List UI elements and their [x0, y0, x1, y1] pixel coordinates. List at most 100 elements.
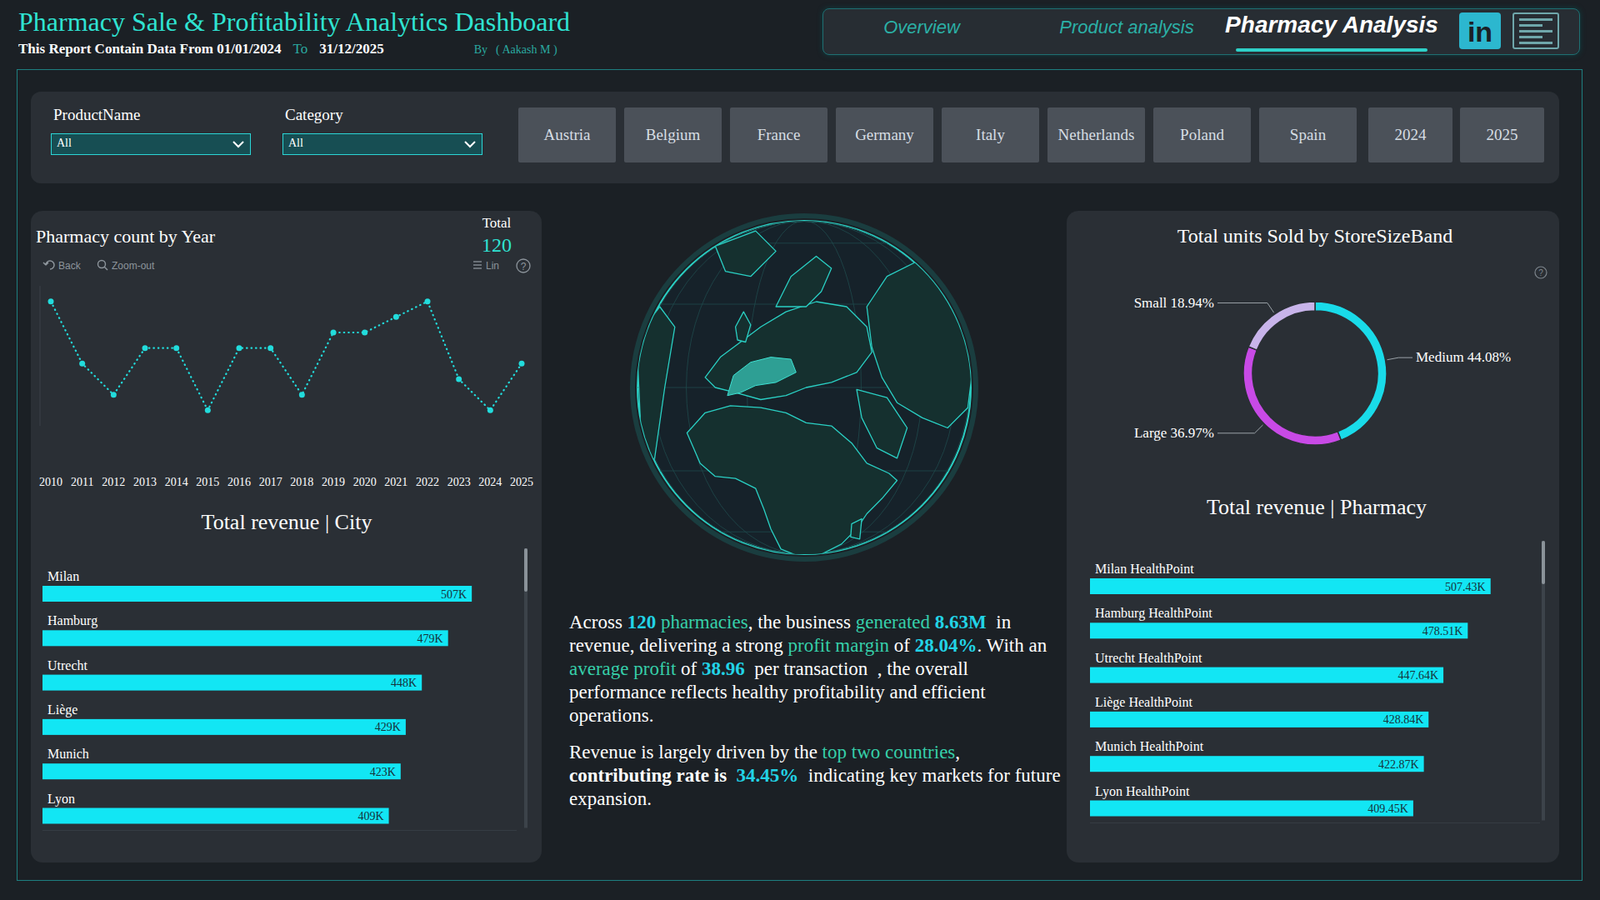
toggle-icon: [473, 264, 482, 265]
data-label: 507.43K: [1445, 580, 1486, 594]
land: [735, 311, 751, 342]
slice-value: 44.08%: [1467, 349, 1511, 365]
land: [636, 306, 675, 469]
help-icon: [516, 259, 530, 273]
land: [715, 230, 776, 277]
filter-button[interactable]: Spain: [1259, 107, 1357, 163]
dropdown[interactable]: All: [282, 133, 483, 155]
tick-label: 2018: [290, 475, 314, 489]
filter-button[interactable]: 2025: [1460, 107, 1545, 163]
zoom-icon: [104, 266, 108, 270]
summary-text: Across: [569, 611, 628, 633]
filter-button[interactable]: Belgium: [624, 107, 722, 163]
control: Back: [58, 260, 82, 272]
filter-button[interactable]: Poland: [1153, 107, 1251, 163]
summary-text: generated: [855, 611, 930, 633]
filter-button[interactable]: Italy: [941, 107, 1040, 163]
category-label: Hamburg: [47, 613, 98, 629]
chart-title: Total units Sold by StoreSizeBand: [1177, 225, 1453, 247]
category-label: Lyon HealthPoint: [1095, 784, 1190, 800]
date-to: 31/12/2025: [319, 40, 384, 58]
bar: [1090, 711, 1429, 728]
tick-label: 2020: [353, 475, 377, 489]
tick-label: 2019: [321, 475, 345, 489]
summary-text: pharmacies: [655, 611, 748, 633]
filter-button[interactable]: France: [730, 107, 828, 163]
dropdown[interactable]: All: [50, 133, 251, 155]
data-label: 478.51K: [1422, 625, 1464, 638]
tick-label: 2025: [510, 475, 534, 489]
data-label: Medium 44.08%: [1415, 349, 1511, 365]
author: ( Aakash M ): [495, 43, 558, 57]
point: [142, 345, 149, 351]
point: [236, 345, 243, 351]
toggle-icon: [473, 267, 482, 269]
toggle: Lin: [485, 260, 500, 272]
tick-label: 2017: [259, 475, 283, 489]
chart-title: Pharmacy count by Year: [35, 225, 216, 247]
point: [393, 314, 400, 320]
filter-button[interactable]: Germany: [835, 107, 934, 163]
bar: [1090, 755, 1425, 772]
bar: [42, 630, 449, 646]
tick-label: 2016: [227, 475, 251, 489]
nav-tab[interactable]: Product analysis: [1059, 16, 1194, 39]
total-label: Total: [482, 215, 512, 231]
toggle-icon: [473, 260, 482, 262]
category-label: Utrecht HealthPoint: [1095, 650, 1203, 665]
tick-label: 2012: [101, 475, 125, 489]
chevron: [463, 140, 477, 150]
category-label: Milan HealthPoint: [1095, 561, 1195, 576]
filter-button[interactable]: Netherlands: [1047, 107, 1145, 163]
bar-marks: [1090, 578, 1491, 817]
filter-button[interactable]: Austria: [518, 107, 616, 163]
nav-tab[interactable]: Overview: [883, 16, 960, 39]
title: Pharmacy Sale & Profitability Analytics …: [18, 6, 570, 38]
tick-label: 2014: [165, 475, 189, 489]
chart-title: Total revenue | City: [201, 510, 373, 535]
dropdown-label: ProductName: [53, 105, 140, 125]
data-label: 448K: [390, 676, 417, 690]
summary-text: of: [675, 658, 702, 680]
point: [425, 298, 431, 305]
chevron: [231, 140, 245, 150]
tick-label: 2024: [478, 475, 502, 489]
bar: [1090, 667, 1444, 684]
leader-line: [1217, 303, 1275, 314]
slice-name: Large: [1134, 425, 1171, 441]
menu-icon[interactable]: [1512, 12, 1560, 50]
summary-paragraph: Revenue is largely driven by the top two…: [569, 740, 1061, 811]
data-label: Large 36.97%: [1134, 425, 1215, 441]
filter-button[interactable]: 2024: [1368, 107, 1453, 163]
point: [110, 391, 117, 398]
point: [267, 345, 274, 351]
tick-label: 2015: [195, 475, 220, 489]
point: [205, 407, 211, 414]
summary-text: 28.04%: [915, 635, 978, 656]
category-label: Munich HealthPoint: [1095, 739, 1205, 754]
category-label: Liège: [47, 702, 78, 718]
chart-title: Total revenue | Pharmacy: [1206, 495, 1427, 520]
scroll-thumb[interactable]: [1541, 540, 1545, 585]
summary-text: average profit: [569, 658, 676, 680]
total-value: 120: [481, 234, 512, 256]
scroll-thumb[interactable]: [524, 548, 528, 592]
tick-label: 2022: [415, 475, 440, 489]
bar: [42, 675, 422, 691]
by: By: [474, 43, 488, 57]
summary-text: 120: [627, 611, 657, 633]
land: [775, 255, 832, 307]
leader-line: [1386, 357, 1413, 360]
line: [50, 301, 522, 411]
nav-tab[interactable]: Pharmacy Analysis: [1225, 11, 1439, 39]
subtitle: This Report Contain Data From 01/01/2024: [18, 40, 282, 58]
scroll-track: [1541, 540, 1545, 821]
data-label: 507K: [440, 588, 467, 601]
help: ?: [520, 260, 527, 273]
data-label: 479K: [417, 632, 444, 645]
linkedin-icon[interactable]: in: [1459, 12, 1501, 50]
control: Zoom-out: [111, 260, 155, 272]
bar-marks: [42, 585, 472, 825]
summary-text: Revenue is largely driven by the: [569, 741, 823, 763]
data-label: 429K: [375, 720, 401, 734]
